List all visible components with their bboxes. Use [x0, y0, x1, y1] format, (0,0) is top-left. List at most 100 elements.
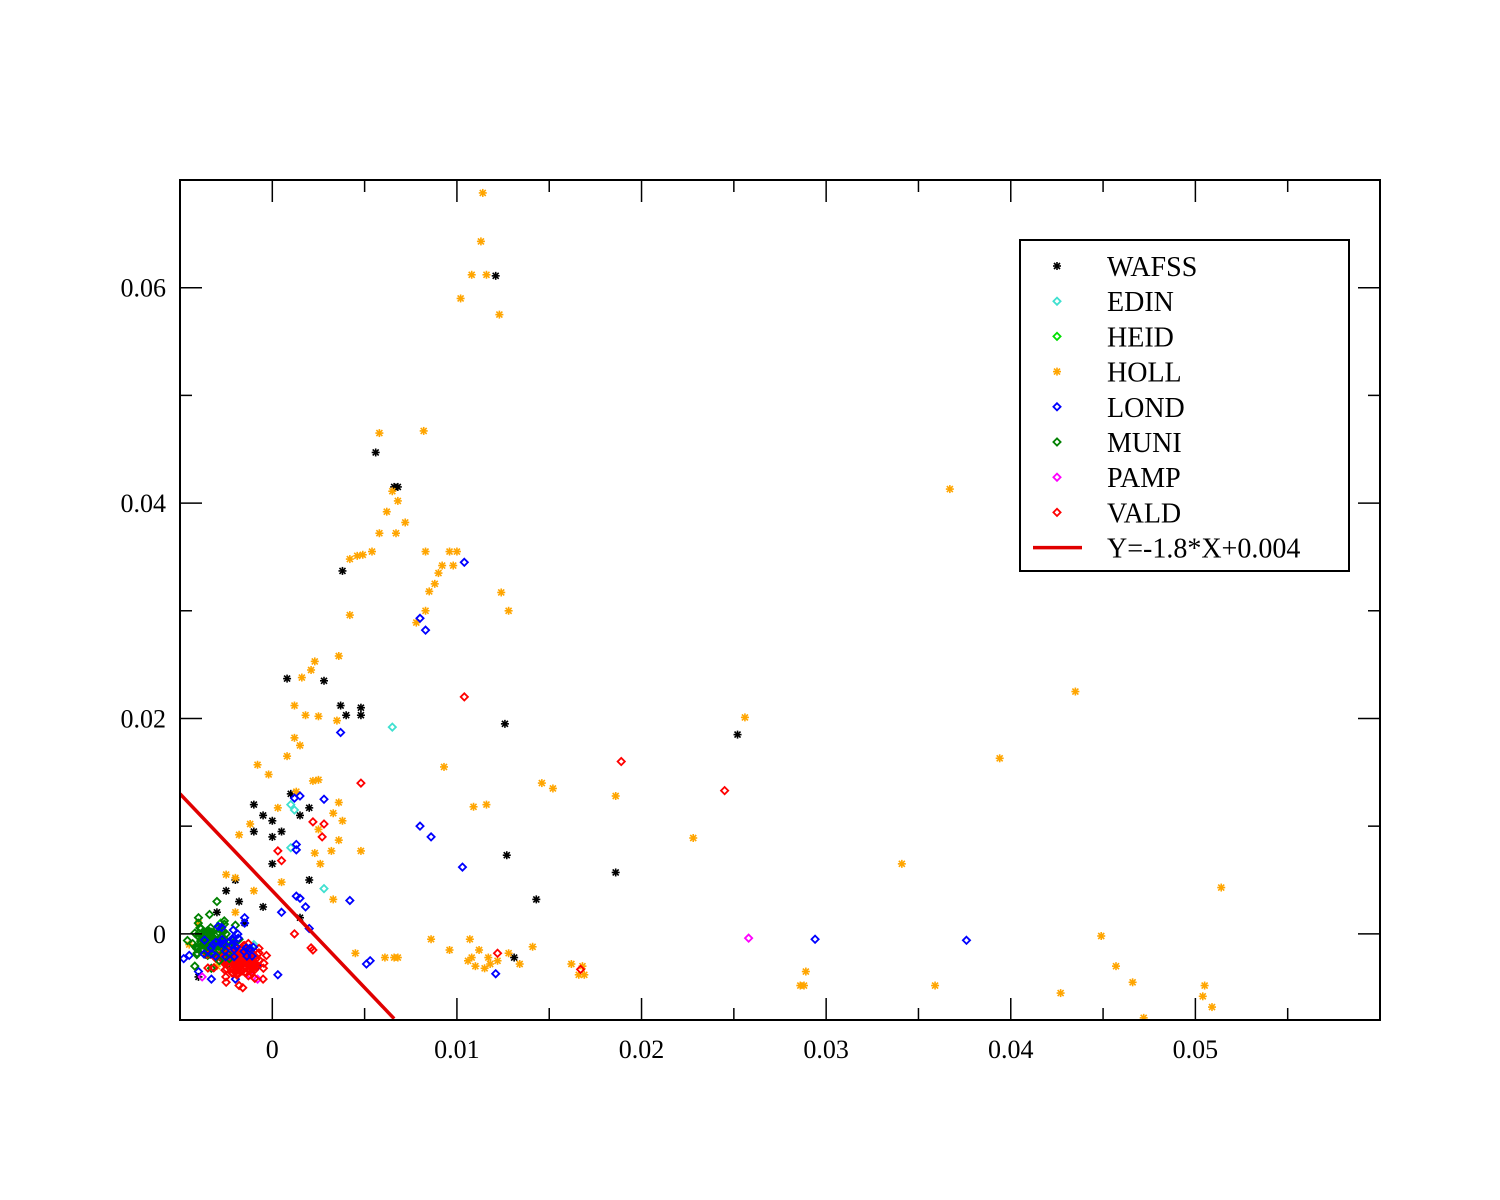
point-holl-0 [478, 188, 487, 197]
point-lond-0 [459, 557, 470, 568]
point-holl-48 [314, 775, 323, 784]
point-wafss-32 [611, 868, 620, 877]
point-wafss-10 [268, 832, 277, 841]
point-holl-44 [296, 741, 304, 750]
point-holl-93 [351, 949, 360, 958]
point-holl-72 [222, 870, 231, 879]
cluster-lond-25 [215, 938, 226, 949]
point-wafss-26 [393, 482, 402, 491]
point-wafss-7 [249, 827, 258, 836]
cluster-vald-126 [246, 967, 257, 978]
cluster-vald-129 [237, 955, 248, 966]
point-holl-101 [1056, 989, 1065, 998]
point-vald-7 [276, 855, 287, 866]
point-wafss-30 [510, 953, 519, 962]
point-holl-73 [329, 895, 338, 904]
point-holl-20 [452, 547, 461, 556]
cluster-lond-28 [227, 940, 237, 951]
cluster-lond-13 [217, 934, 227, 945]
cluster-vald-139 [246, 960, 257, 970]
point-wafss-11 [268, 816, 277, 825]
legend-marker-muni [1052, 437, 1062, 447]
legend-label-holl: HOLL [1107, 358, 1182, 389]
point-lond-3 [335, 727, 346, 738]
plot-frame [179, 179, 1381, 1021]
point-holl-94 [380, 953, 389, 962]
point-wafss-3 [222, 886, 231, 895]
point-holl-75 [427, 935, 436, 944]
point-lond-26 [239, 918, 250, 928]
point-holl-23 [434, 569, 443, 578]
cluster-muni-61 [193, 918, 204, 929]
point-holl-66 [995, 754, 1004, 763]
point-holl-34 [297, 673, 306, 682]
cluster-vald-81 [250, 961, 261, 972]
point-holl-87 [486, 960, 495, 968]
point-holl-89 [567, 960, 576, 968]
point-wafss-18 [320, 676, 328, 685]
cluster-lond-14 [228, 925, 239, 935]
point-holl-30 [504, 606, 513, 615]
point-holl-61 [482, 800, 491, 809]
point-holl-42 [253, 760, 262, 769]
point-holl-52 [314, 825, 323, 834]
point-muni-4 [212, 896, 222, 907]
point-holl-45 [283, 752, 292, 761]
point-holl-82 [528, 942, 537, 951]
point-holl-107 [1198, 992, 1207, 1001]
point-holl-65 [689, 834, 698, 842]
point-lond-1 [415, 613, 425, 624]
point-wafss-20 [342, 711, 351, 720]
cluster-vald-62 [221, 964, 232, 974]
point-lond-27 [239, 912, 250, 923]
point-holl-85 [471, 962, 480, 971]
point-vald-0 [459, 692, 470, 702]
point-vald-4 [308, 816, 318, 827]
point-muni-10 [193, 912, 204, 923]
point-wafss-17 [305, 803, 314, 812]
point-holl-104 [1128, 978, 1137, 987]
point-wafss-34 [268, 859, 277, 868]
x-tick-label-4: 0.04 [988, 1035, 1034, 1064]
legend-marker-heid [1052, 331, 1062, 342]
point-holl-54 [327, 846, 336, 855]
cluster-lond-19 [208, 939, 218, 950]
point-holl-86 [480, 964, 489, 973]
cluster-vald-131 [220, 972, 231, 982]
cluster-lond-23 [213, 921, 224, 932]
point-pamp-0 [743, 933, 754, 944]
point-wafss-29 [502, 851, 511, 860]
point-holl-55 [246, 820, 255, 828]
point-holl-14 [368, 547, 376, 556]
point-wafss-22 [356, 703, 365, 712]
y-tick-label-0: 0 [153, 920, 166, 949]
point-wafss-12 [277, 827, 286, 836]
point-wafss-5 [235, 897, 244, 906]
cluster-muni-69 [195, 936, 206, 946]
legend-label-pamp: PAMP [1107, 463, 1181, 494]
point-lond-11 [457, 862, 468, 872]
fit-line [180, 792, 396, 1020]
plot-marks [180, 188, 1226, 1020]
point-holl-3 [482, 270, 491, 279]
point-lond-5 [289, 793, 300, 804]
point-wafss-24 [371, 448, 380, 457]
point-lond-2 [420, 625, 431, 636]
point-holl-26 [497, 588, 506, 597]
point-holl-71 [231, 873, 240, 882]
point-wafss-16 [305, 876, 314, 884]
point-wafss-19 [336, 701, 345, 710]
point-vald-16 [258, 974, 268, 984]
point-holl-59 [440, 762, 448, 771]
point-holl-88 [467, 953, 476, 962]
point-wafss-14 [283, 674, 292, 683]
cluster-lond-12 [199, 949, 209, 959]
point-lond-19 [810, 934, 820, 945]
x-tick-label-2: 0.02 [619, 1035, 665, 1064]
point-edin-2 [289, 805, 300, 815]
cluster-muni-67 [192, 948, 202, 958]
point-vald-10 [306, 942, 316, 953]
point-vald-13 [237, 982, 248, 993]
point-lond-30 [272, 969, 283, 980]
point-wafss-21 [338, 566, 347, 575]
